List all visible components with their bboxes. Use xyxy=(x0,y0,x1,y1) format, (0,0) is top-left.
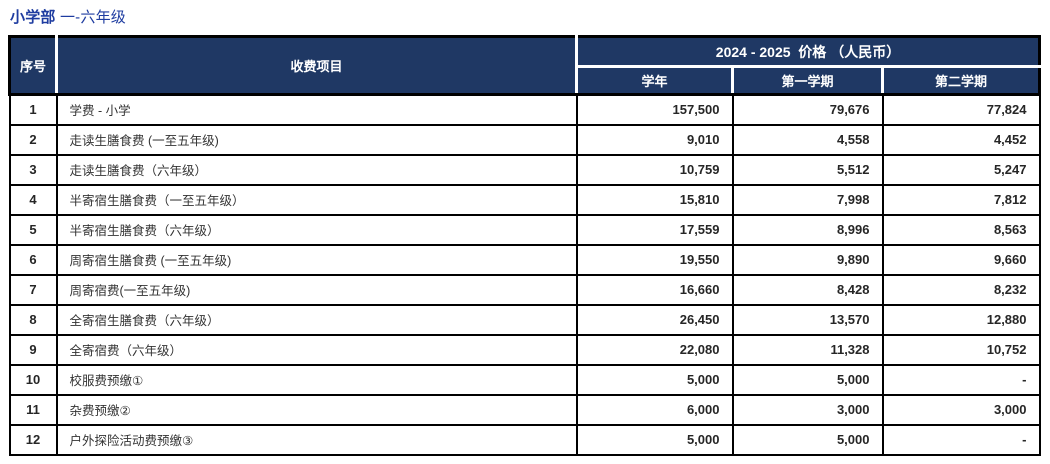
price-group-header: 2024 - 2025 价格 （人民币） xyxy=(575,35,1041,68)
item-cell: 周寄宿生膳食费 (一至五年级) xyxy=(55,243,578,276)
semester1-amount-cell: 4,558 xyxy=(731,123,884,156)
semester1-amount-cell: 13,570 xyxy=(731,303,884,336)
item-cell: 学费 - 小学 xyxy=(55,93,578,126)
year-amount-cell: 26,450 xyxy=(575,303,734,336)
table-row: 9 全寄宿费（六年级） 22,080 11,328 10,752 xyxy=(8,333,1041,366)
semester2-column-header: 第二学期 xyxy=(881,65,1041,96)
serial-cell: 6 xyxy=(8,243,58,276)
serial-cell: 9 xyxy=(8,333,58,366)
item-column-header: 收费项目 xyxy=(55,35,578,96)
item-cell: 走读生膳食费（六年级） xyxy=(55,153,578,186)
page-title-section: 小学部 xyxy=(10,9,56,26)
serial-column-header: 序号 xyxy=(8,35,58,96)
page-title-grades: 一-六年级 xyxy=(59,9,126,26)
serial-cell: 3 xyxy=(8,153,58,186)
serial-cell: 10 xyxy=(8,363,58,396)
year-amount-cell: 15,810 xyxy=(575,183,734,216)
year-amount-cell: 10,759 xyxy=(575,153,734,186)
semester2-amount-cell: 7,812 xyxy=(881,183,1041,216)
serial-cell: 1 xyxy=(8,93,58,126)
semester1-amount-cell: 3,000 xyxy=(731,393,884,426)
header-row-group: 序号 收费项目 2024 - 2025 价格 （人民币） xyxy=(8,35,1041,96)
serial-cell: 4 xyxy=(8,183,58,216)
semester1-amount-cell: 8,996 xyxy=(731,213,884,246)
serial-cell: 12 xyxy=(8,423,58,456)
year-amount-cell: 19,550 xyxy=(575,243,734,276)
table-row: 4 半寄宿生膳食费（一至五年级） 15,810 7,998 7,812 xyxy=(8,183,1041,216)
year-amount-cell: 22,080 xyxy=(575,333,734,366)
serial-cell: 11 xyxy=(8,393,58,426)
item-cell: 全寄宿费（六年级） xyxy=(55,333,578,366)
year-amount-cell: 16,660 xyxy=(575,273,734,306)
semester1-amount-cell: 79,676 xyxy=(731,93,884,126)
serial-cell: 7 xyxy=(8,273,58,306)
semester2-amount-cell: - xyxy=(881,363,1041,396)
year-amount-cell: 157,500 xyxy=(575,93,734,126)
item-cell: 校服费预缴① xyxy=(55,363,578,396)
semester2-amount-cell: 4,452 xyxy=(881,123,1041,156)
item-cell: 半寄宿生膳食费（一至五年级） xyxy=(55,183,578,216)
table-row: 3 走读生膳食费（六年级） 10,759 5,512 5,247 xyxy=(8,153,1041,186)
year-amount-cell: 9,010 xyxy=(575,123,734,156)
fee-table-body: 1 学费 - 小学 157,500 79,676 77,824 2 走读生膳食费 (一至五年… xyxy=(8,93,1041,456)
serial-cell: 2 xyxy=(8,123,58,156)
table-row: 5 半寄宿生膳食费（六年级） 17,559 8,996 8,563 xyxy=(8,213,1041,246)
semester1-amount-cell: 7,998 xyxy=(731,183,884,216)
item-cell: 全寄宿生膳食费（六年级） xyxy=(55,303,578,336)
year-amount-cell: 17,559 xyxy=(575,213,734,246)
semester1-amount-cell: 5,512 xyxy=(731,153,884,186)
year-amount-cell: 5,000 xyxy=(575,363,734,396)
semester1-amount-cell: 5,000 xyxy=(731,363,884,396)
semester1-amount-cell: 9,890 xyxy=(731,243,884,276)
serial-cell: 5 xyxy=(8,213,58,246)
year-amount-cell: 5,000 xyxy=(575,423,734,456)
item-cell: 户外探险活动费预缴③ xyxy=(55,423,578,456)
table-row: 7 周寄宿费(一至五年级) 16,660 8,428 8,232 xyxy=(8,273,1041,306)
semester2-amount-cell: 10,752 xyxy=(881,333,1041,366)
semester1-amount-cell: 11,328 xyxy=(731,333,884,366)
semester2-amount-cell: 9,660 xyxy=(881,243,1041,276)
table-row: 2 走读生膳食费 (一至五年级) 9,010 4,558 4,452 xyxy=(8,123,1041,156)
semester1-amount-cell: 8,428 xyxy=(731,273,884,306)
semester2-amount-cell: 12,880 xyxy=(881,303,1041,336)
semester2-amount-cell: 8,563 xyxy=(881,213,1041,246)
semester2-amount-cell: 77,824 xyxy=(881,93,1041,126)
semester2-amount-cell: - xyxy=(881,423,1041,456)
table-row: 1 学费 - 小学 157,500 79,676 77,824 xyxy=(8,93,1041,126)
table-row: 12 户外探险活动费预缴③ 5,000 5,000- xyxy=(8,423,1041,456)
year-column-header: 学年 xyxy=(575,65,734,96)
fee-table-header: 序号 收费项目 2024 - 2025 价格 （人民币） 学年 第一学期 第二学… xyxy=(8,35,1041,96)
header-row-semesters: 学年 第一学期 第二学期 xyxy=(10,65,1041,96)
table-row: 10 校服费预缴① 5,000 5,000- xyxy=(8,363,1041,396)
serial-cell: 8 xyxy=(8,303,58,336)
item-cell: 杂费预缴② xyxy=(55,393,578,426)
semester2-amount-cell: 5,247 xyxy=(881,153,1041,186)
fee-table: 序号 收费项目 2024 - 2025 价格 （人民币） 学年 第一学期 第二学… xyxy=(8,35,1041,456)
semester1-column-header: 第一学期 xyxy=(731,65,884,96)
page-title: 小学部 一-六年级 xyxy=(10,6,1050,27)
semester1-amount-cell: 5,000 xyxy=(731,423,884,456)
semester2-amount-cell: 3,000 xyxy=(881,393,1041,426)
semester2-amount-cell: 8,232 xyxy=(881,273,1041,306)
table-row: 8 全寄宿生膳食费（六年级） 26,450 13,570 12,880 xyxy=(8,303,1041,336)
item-cell: 走读生膳食费 (一至五年级) xyxy=(55,123,578,156)
table-row: 11 杂费预缴② 6,000 3,000 3,000 xyxy=(8,393,1041,426)
year-amount-cell: 6,000 xyxy=(575,393,734,426)
item-cell: 半寄宿生膳食费（六年级） xyxy=(55,213,578,246)
table-row: 6 周寄宿生膳食费 (一至五年级) 19,550 9,890 9,660 xyxy=(8,243,1041,276)
item-cell: 周寄宿费(一至五年级) xyxy=(55,273,578,306)
